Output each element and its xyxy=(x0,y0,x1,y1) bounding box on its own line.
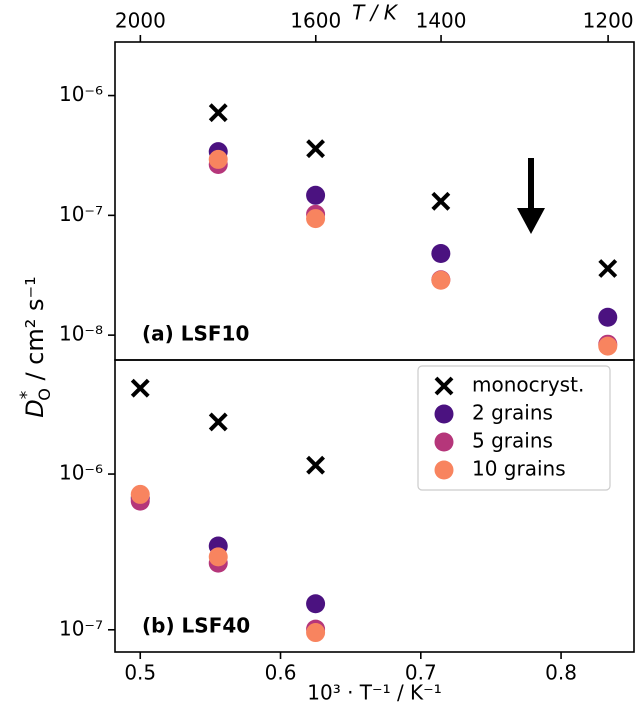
circle-marker xyxy=(306,594,326,614)
cross-marker xyxy=(208,412,228,432)
y-tick-label: 10⁻⁷ xyxy=(59,202,103,226)
legend-frame xyxy=(417,365,611,491)
circle-marker xyxy=(306,623,326,643)
y-label-sub: O xyxy=(35,388,54,401)
x2-axis-label: T / K xyxy=(352,1,399,25)
y-tick-label: 10⁻⁸ xyxy=(59,322,103,346)
y-tick-label: 10⁻⁷ xyxy=(59,616,103,640)
circle-marker xyxy=(431,244,451,264)
legend-marker xyxy=(434,460,454,480)
x2-tick-label: 1200 xyxy=(583,9,634,33)
x-tick-label: 0.8 xyxy=(545,661,577,685)
circle-marker xyxy=(598,307,618,327)
legend-label: monocryst. xyxy=(472,373,584,397)
arrow-head xyxy=(517,208,545,234)
circle-marker xyxy=(208,149,228,169)
cross-marker xyxy=(306,139,326,159)
legend-label: 10 grains xyxy=(472,457,566,481)
y-tick-label: 10⁻⁶ xyxy=(59,82,103,106)
y-axis-label: D*O / cm² s⁻¹ xyxy=(17,276,54,418)
cross-marker xyxy=(598,259,618,278)
cross-marker xyxy=(306,455,326,475)
y-label-symbol: D xyxy=(21,399,49,417)
y-tick-label: 10⁻⁶ xyxy=(59,461,103,485)
cross-marker xyxy=(130,378,150,398)
y-label-unit: / cm² s⁻¹ xyxy=(21,276,49,388)
x-tick-label: 0.6 xyxy=(265,661,297,685)
circle-marker xyxy=(431,270,451,290)
panel-label: (b) LSF40 xyxy=(142,614,250,638)
panel-label: (a) LSF10 xyxy=(142,322,249,346)
legend-marker xyxy=(434,432,454,452)
x-tick-label: 0.7 xyxy=(405,661,437,685)
circle-marker xyxy=(130,484,150,504)
x2-tick-label: 1400 xyxy=(416,9,467,33)
circle-marker xyxy=(208,547,228,567)
legend-marker xyxy=(434,376,454,396)
legend-label: 2 grains xyxy=(472,401,553,425)
axes-frame xyxy=(114,359,635,653)
cross-marker xyxy=(208,103,228,123)
x2-tick-label: 1600 xyxy=(290,9,341,33)
x-axis-label: 10³ · T⁻¹ / K⁻¹ xyxy=(307,681,441,705)
legend-marker xyxy=(434,404,454,424)
circle-marker xyxy=(306,185,326,205)
x-tick-label: 0.5 xyxy=(124,661,156,685)
legend-label: 5 grains xyxy=(472,429,553,453)
circle-marker xyxy=(598,336,618,356)
y-label-sup: * xyxy=(17,391,37,400)
circle-marker xyxy=(306,209,326,229)
cross-marker xyxy=(431,191,451,211)
axes-frame xyxy=(114,41,635,361)
x2-tick-label: 2000 xyxy=(115,9,166,33)
